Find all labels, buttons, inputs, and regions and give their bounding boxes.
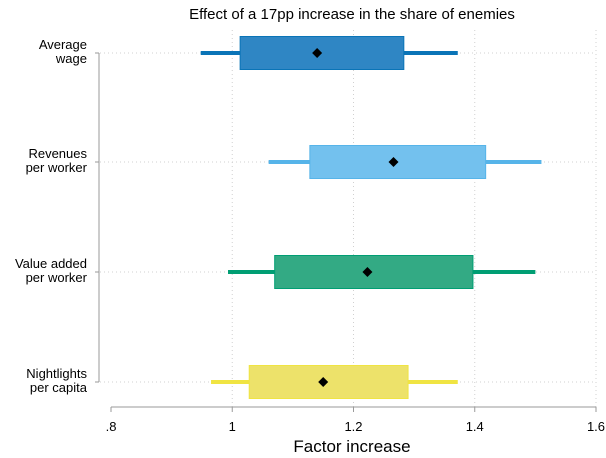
point-estimate (318, 377, 329, 387)
y-tick-label: per capita (30, 380, 88, 395)
point-estimate (312, 48, 323, 58)
y-tick-label: per worker (26, 160, 88, 175)
y-tick-label: Average (39, 37, 87, 52)
point-estimate (362, 267, 373, 277)
x-tick-label: 1 (229, 419, 236, 434)
y-tick-label: Nightlights (26, 366, 87, 381)
y-tick-label: Value added (15, 256, 87, 271)
y-tick-label: per worker (26, 270, 88, 285)
x-tick-label: 1.2 (344, 419, 362, 434)
point-estimate (388, 157, 399, 167)
x-axis-label: Factor increase (293, 437, 410, 456)
x-tick-label: 1.6 (587, 419, 605, 434)
y-tick-label: wage (55, 51, 87, 66)
chart-title: Effect of a 17pp increase in the share o… (189, 6, 515, 23)
ci-inner-box (274, 255, 474, 289)
y-tick-label: Revenues (28, 146, 87, 161)
x-tick-label: .8 (106, 419, 117, 434)
ci-inner-box (248, 365, 409, 399)
x-tick-label: 1.4 (466, 419, 484, 434)
